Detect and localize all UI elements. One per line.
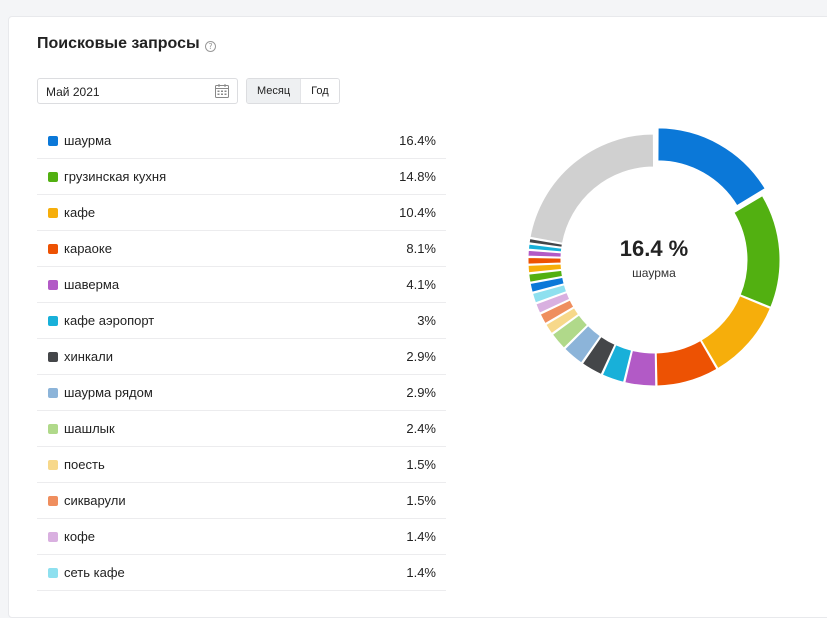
search-queries-widget: Поисковые запросы ? Май 2021 Месяц Год ш… (8, 16, 827, 618)
legend-row[interactable]: поесть 1.5% (37, 447, 446, 483)
donut-slice[interactable] (527, 249, 562, 258)
legend-value: 1.4% (406, 529, 436, 544)
legend-label: караоке (64, 241, 112, 256)
legend-value: 4.1% (406, 277, 436, 292)
donut-slice[interactable] (657, 127, 766, 207)
donut-slice[interactable] (624, 349, 657, 387)
donut-slice[interactable] (545, 307, 580, 335)
donut-slice[interactable] (535, 291, 571, 314)
legend-label: хинкали (64, 349, 113, 364)
center-label: шаурма (632, 266, 676, 280)
donut-slice[interactable] (529, 133, 655, 244)
legend-swatch (48, 388, 58, 398)
donut-slice[interactable] (539, 299, 575, 325)
legend-row[interactable]: сеть кафе 1.4% (37, 555, 446, 591)
legend-swatch (48, 568, 58, 578)
donut-slice[interactable] (528, 269, 564, 283)
donut-slice[interactable] (551, 314, 589, 349)
calendar-icon[interactable] (214, 83, 230, 99)
legend-label: поесть (64, 457, 105, 472)
donut-slice[interactable] (655, 339, 718, 387)
legend-swatch (48, 172, 58, 182)
legend-swatch (48, 280, 58, 290)
month-picker[interactable]: Май 2021 (37, 78, 238, 104)
donut-slice[interactable] (528, 238, 563, 248)
legend-label: сеть кафе (64, 565, 125, 580)
legend-row[interactable]: шаурма рядом 2.9% (37, 375, 446, 411)
legend-swatch (48, 460, 58, 470)
legend-swatch (48, 316, 58, 326)
legend-row[interactable]: караоке 8.1% (37, 231, 446, 267)
legend-row[interactable]: шаурма 16.4% (37, 123, 446, 159)
donut-slice[interactable] (529, 276, 565, 293)
legend-value: 14.8% (399, 169, 436, 184)
legend-list: шаурма 16.4% грузинская кухня 14.8% кафе 10.4… (37, 123, 446, 591)
legend-swatch (48, 352, 58, 362)
legend-value: 1.5% (406, 457, 436, 472)
legend-swatch (48, 208, 58, 218)
legend-swatch (48, 136, 58, 146)
legend-value: 2.9% (406, 385, 436, 400)
legend-row[interactable]: шашлык 2.4% (37, 411, 446, 447)
legend-label: шаурма рядом (64, 385, 153, 400)
month-picker-value: Май 2021 (46, 85, 100, 99)
help-icon[interactable]: ? (205, 41, 216, 52)
legend-value: 8.1% (406, 241, 436, 256)
legend-value: 2.4% (406, 421, 436, 436)
center-value: 16.4 % (619, 236, 689, 261)
donut-slice[interactable] (527, 263, 563, 274)
legend-value: 3% (417, 313, 436, 328)
period-month-button[interactable]: Месяц (247, 79, 301, 103)
donut-slice[interactable] (581, 335, 616, 376)
legend-value: 16.4% (399, 133, 436, 148)
legend-swatch (48, 424, 58, 434)
legend-value: 10.4% (399, 205, 436, 220)
legend-value: 2.9% (406, 349, 436, 364)
legend-row[interactable]: кофе 1.4% (37, 519, 446, 555)
legend-swatch (48, 532, 58, 542)
donut-slice[interactable] (527, 243, 563, 253)
legend-label: кафе (64, 205, 96, 220)
donut-slice[interactable] (700, 295, 771, 370)
donut-slice[interactable] (733, 195, 781, 308)
donut-slice[interactable] (564, 324, 602, 364)
legend-value: 1.4% (406, 565, 436, 580)
period-switch: Месяц Год (246, 78, 340, 104)
donut-slice[interactable] (601, 344, 633, 383)
legend-row[interactable]: хинкали 2.9% (37, 339, 446, 375)
legend-label: шаверма (64, 277, 120, 292)
legend-row[interactable]: кафе аэропорт 3% (37, 303, 446, 339)
donut-chart: 16.4 % шаурма (514, 120, 794, 400)
widget-title: Поисковые запросы (37, 35, 200, 52)
donut-slice[interactable] (527, 256, 562, 265)
donut-svg (527, 127, 781, 387)
period-year-button[interactable]: Год (300, 79, 339, 103)
legend-label: шашлык (64, 421, 115, 436)
legend-swatch (48, 244, 58, 254)
legend-swatch (48, 496, 58, 506)
legend-value: 1.5% (406, 493, 436, 508)
legend-row[interactable]: кафе 10.4% (37, 195, 446, 231)
legend-row[interactable]: грузинская кухня 14.8% (37, 159, 446, 195)
legend-label: кафе аэропорт (64, 313, 155, 328)
legend-label: кофе (64, 529, 95, 544)
legend-label: сикварули (64, 493, 126, 508)
legend-row[interactable]: шаверма 4.1% (37, 267, 446, 303)
legend-label: шаурма (64, 133, 112, 148)
legend-label: грузинская кухня (64, 169, 167, 184)
legend-row[interactable]: сикварули 1.5% (37, 483, 446, 519)
donut-slice[interactable] (531, 284, 568, 304)
